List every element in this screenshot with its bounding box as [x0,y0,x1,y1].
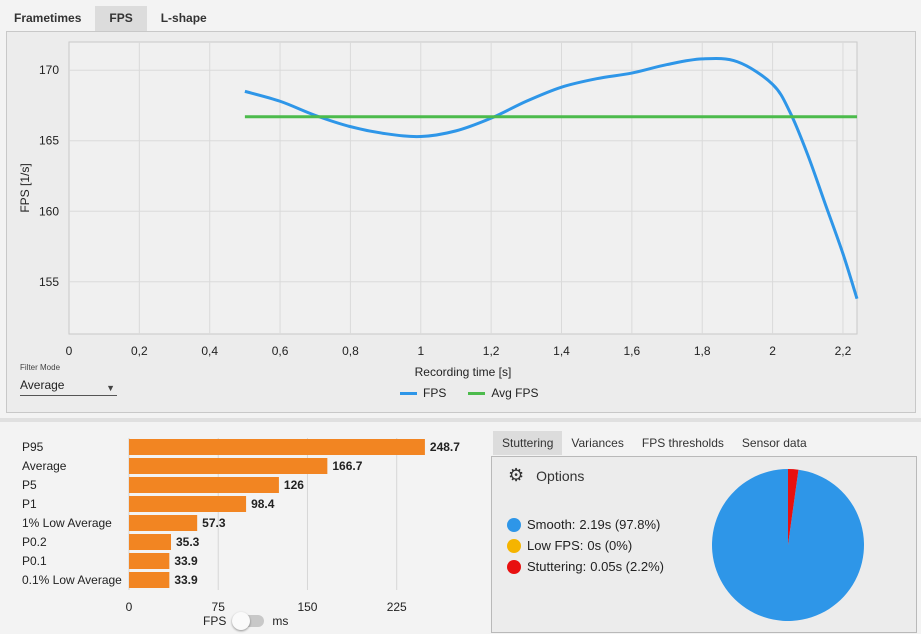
bar [129,572,170,588]
x-tick-label: 2 [769,344,776,358]
stat-label: Stuttering: [527,559,587,574]
options-button[interactable]: ⚙ Options [508,465,584,486]
category-label: P0.1 [22,554,47,568]
value-label: 33.9 [174,554,198,568]
x-tick-label: 1 [417,344,424,358]
low-fps-dot-icon [507,538,521,553]
x-tick-label: 0,4 [201,344,218,358]
filter-mode: Filter Mode Average ▼ [20,363,117,396]
stat-row-stuttering: Stuttering: 0.05s (2.2%) [507,556,664,577]
category-label: P0.2 [22,535,47,549]
y-tick-label: 170 [39,63,59,77]
category-label: P95 [22,440,44,454]
tab-sensor-data[interactable]: Sensor data [741,436,807,450]
toggle-switch[interactable] [232,612,265,630]
toggle-knob[interactable] [232,612,251,630]
stat-label: Low FPS: [527,538,584,553]
bar [129,477,279,493]
stat-value: 0.05s (2.2%) [590,559,664,574]
plot-area [68,41,858,335]
x-tick-label: 0,8 [342,344,359,358]
filter-mode-label: Filter Mode [20,363,61,372]
stat-row-smooth: Smooth: 2.19s (97.8%) [507,514,664,535]
x-tick-label: 2,2 [835,344,852,358]
pie-slice-stuttering [788,469,799,545]
category-label: 1% Low Average [22,516,112,530]
y-tick-label: 160 [39,204,59,218]
x-tick-label: 1,4 [553,344,570,358]
category-label: Average [22,459,67,473]
fps-chart-panel: 0 0,2 0,4 0,6 0,8 1 1,2 1,4 1,6 1,8 2 2,2 155 160 165 1… [6,31,916,413]
bar [129,515,198,531]
y-axis-label: FPS [1/s] [18,163,32,212]
tab-variances[interactable]: Variances [571,436,624,450]
x-tick-label: 0,2 [131,344,148,358]
bar [129,458,328,474]
bar [129,496,247,512]
section-divider [0,418,921,422]
percentile-bar-chart: 0 75 150 225 P95 248.7 Average 166.7 P5 126 P1 98.4… [22,438,460,614]
x-tick-label: 150 [297,600,317,614]
series-line-fps [244,56,859,300]
stutter-stats: Smooth: 2.19s (97.8%) Low FPS: 0s (0%) S… [507,514,664,577]
bar [129,534,172,550]
gear-icon: ⚙ [508,465,525,485]
stat-value: 0s (0%) [587,538,633,553]
legend-swatch-avg-fps [468,391,486,395]
category-label: P5 [22,478,37,492]
bar [129,553,170,569]
value-label: 126 [284,478,304,492]
x-tick-label: 1,6 [624,344,641,358]
chevron-down-icon: ▼ [106,383,115,393]
tab-frametimes[interactable]: Frametimes [14,11,82,25]
legend-swatch-fps [400,391,417,395]
stuttering-panel: ⚙ Options Smooth: 2.19s (97.8%) Low FPS:… [491,456,917,633]
fps-line-chart[interactable]: 0 0,2 0,4 0,6 0,8 1 1,2 1,4 1,6 1,8 2 2,2 155 160 165 1… [7,32,915,412]
x-axis-label: Recording time [s] [415,365,512,379]
analysis-tabs: Stuttering Variances FPS thresholds Sens… [493,431,816,455]
tab-fps[interactable]: FPS [95,6,147,31]
filter-mode-select[interactable]: Average ▼ [20,376,117,396]
category-label: 0.1% Low Average [22,573,122,587]
x-tick-label: 0,6 [272,344,289,358]
value-label: 98.4 [251,497,275,511]
smooth-dot-icon [507,517,521,532]
x-tick-label: 75 [212,600,226,614]
stutter-pie-chart [712,469,864,621]
toggle-label-fps: FPS [203,614,227,628]
legend-item-fps[interactable]: FPS [400,386,446,400]
stat-row-low-fps: Low FPS: 0s (0%) [507,535,664,556]
fps-ms-toggle[interactable]: FPS ms [203,612,289,630]
tab-fps-thresholds[interactable]: FPS thresholds [641,436,724,450]
toggle-label-ms: ms [272,614,289,628]
chart-legend: FPS Avg FPS [400,386,538,400]
value-label: 248.7 [430,440,460,454]
options-label: Options [536,467,585,484]
stuttering-dot-icon [507,559,521,574]
x-tick-label: 1,2 [483,344,500,358]
legend-item-avg-fps[interactable]: Avg FPS [468,386,538,400]
stat-label: Smooth: [527,517,576,532]
tab-l-shape[interactable]: L-shape [160,11,207,25]
value-label: 166.7 [332,459,362,473]
chart-tabs: Frametimes FPS L-shape [0,6,221,31]
filter-mode-value: Average [20,378,65,392]
x-tick-label: 0 [66,344,73,358]
tab-stuttering[interactable]: Stuttering [493,431,563,455]
bar [129,439,425,455]
value-label: 57.3 [202,516,226,530]
value-label: 35.3 [176,535,200,549]
x-tick-label: 0 [126,600,133,614]
legend-label-fps: FPS [423,386,447,400]
y-tick-label: 155 [39,275,59,289]
value-label: 33.9 [174,573,198,587]
stat-value: 2.19s (97.8%) [579,517,661,532]
x-tick-label: 225 [387,600,407,614]
x-tick-label: 1,8 [694,344,711,358]
y-tick-label: 165 [39,134,59,148]
legend-label-avg-fps: Avg FPS [491,386,539,400]
category-label: P1 [22,497,37,511]
